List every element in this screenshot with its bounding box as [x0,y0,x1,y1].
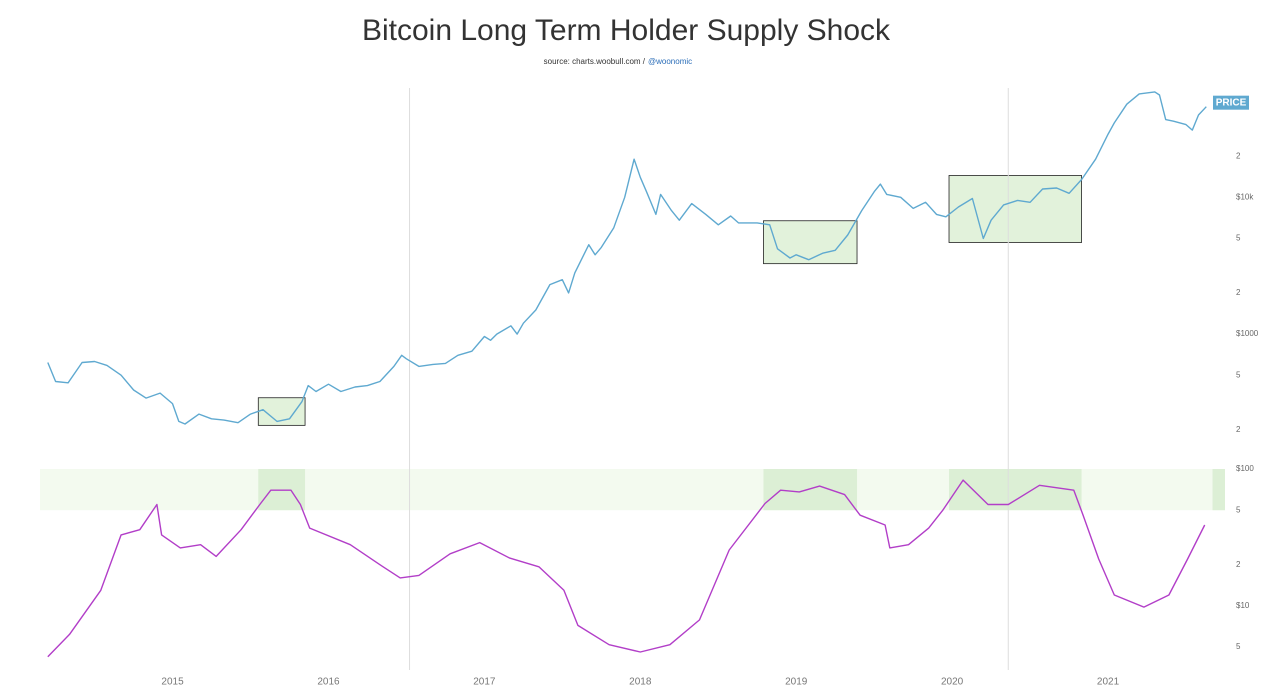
y-tick-label: 2 [1236,560,1241,569]
x-tick-label: 2017 [473,677,496,688]
y-tick-label: $1000 [1236,329,1259,338]
highlight-period [1212,469,1225,511]
y-tick-label: 5 [1236,370,1241,379]
x-tick-label: 2015 [161,677,184,688]
series-line [47,479,1206,658]
highlight-box [763,220,858,265]
y-tick-label: 5 [1236,505,1241,514]
source: source: charts.woobull.com / [544,57,646,66]
highlight-box [948,175,1082,243]
series-line [47,91,1207,425]
x-tick-label: 2020 [941,677,964,688]
x-tick-label: 2018 [629,677,652,688]
y-tick-label: 5 [1236,234,1241,243]
chart-title: Bitcoin Long Term Holder Supply Shock [362,14,891,47]
y-tick-label: $10k [1236,192,1254,201]
source-handle: @woonomic [648,57,692,66]
y-tick-label: $10 [1236,601,1250,610]
x-tick-label: 2021 [1097,677,1120,688]
series-tag-bg [1213,95,1249,110]
x-tick-label: 2016 [317,677,340,688]
y-tick-label: 2 [1236,425,1241,434]
series-tag: PRICE [1216,97,1247,108]
y-tick-label: 2 [1236,288,1241,297]
highlight-period [949,469,1082,511]
y-tick-label: 5 [1236,642,1241,651]
y-tick-label: 2 [1236,151,1241,160]
y-tick-label: $100 [1236,464,1254,473]
x-tick-label: 2019 [785,677,808,688]
highlight-period [763,469,858,511]
